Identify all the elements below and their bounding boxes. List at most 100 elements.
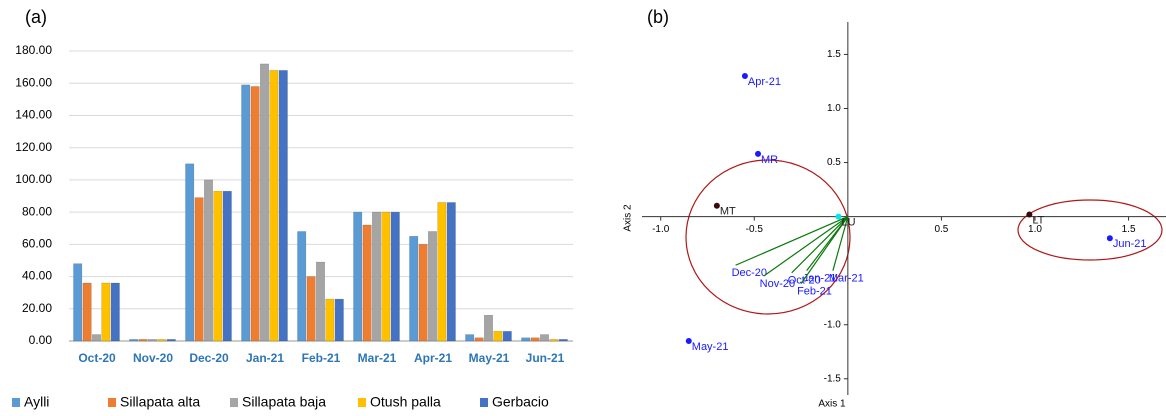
legend-label: Gerbacio [492,394,549,410]
vector-label: Oct-20 [788,275,821,287]
x-tick-label: Oct-20 [78,351,116,365]
vector-label: Nov-20 [760,278,795,290]
point [713,202,720,209]
legend-swatch [480,398,488,407]
bar [157,339,167,342]
y-tick-label: 80.00 [22,204,52,218]
x-tick-label: Jan-21 [246,351,284,365]
vector [763,216,849,277]
bar [334,298,344,342]
bar [278,70,288,342]
x-tick-label: Feb-21 [302,351,341,365]
point-label: LU [842,217,856,229]
bar [428,231,437,342]
bar [549,339,559,342]
bar [390,211,400,342]
panel-label: (a) [25,7,47,27]
point [685,337,692,344]
bar [241,84,251,342]
x-tick-label: 0.5 [934,224,948,235]
bar [521,337,531,342]
y-tick-label: 160.00 [15,75,52,89]
y-tick-label: 40.00 [22,269,52,283]
panel-label: (b) [647,7,669,27]
vector-label: Mar-21 [829,273,864,285]
y-tick-label: 100.00 [15,172,52,186]
point-label: May-21 [692,341,729,353]
point [835,213,842,220]
legend-label: Aylli [24,394,49,410]
legend-swatch [358,398,366,407]
y-tick-label: 0.5 [827,157,841,168]
vector [800,216,849,284]
bar [148,339,157,342]
legend-label: Sillapata alta [120,394,200,410]
bar [204,179,213,342]
bar [250,86,260,342]
y-tick-label: 180.00 [15,43,52,57]
bar [129,339,139,342]
x-tick-label: Nov-20 [133,351,173,365]
bar [73,263,83,342]
bar [325,298,335,342]
bar [540,334,549,342]
bar [306,276,316,342]
cluster-ellipse [1017,199,1163,261]
bar [409,236,419,342]
x-tick-label: 1.0 [1028,224,1042,235]
x-axis-label: Axis 1 [818,399,846,410]
point-label: Jun-21 [1113,238,1147,250]
bar [493,331,503,342]
y-tick-label: 1.0 [827,103,841,114]
x-tick-label: Dec-20 [189,351,229,365]
point-label: MT [720,206,736,218]
bar [194,197,204,342]
bar [353,211,363,342]
bar [465,334,475,342]
x-tick-label: 1.5 [1122,224,1136,235]
bar [474,337,484,342]
vector-label: Jan-21 [803,273,837,285]
bar [418,244,428,342]
bar [213,190,223,342]
vector-label: Dec-20 [732,267,767,279]
bar [222,190,232,342]
cluster-ellipse [685,159,851,315]
bar [446,202,456,342]
vector [735,216,849,266]
x-tick-label: Jun-21 [526,351,565,365]
legend-swatch [12,398,20,407]
vector-label: Feb-21 [797,286,832,298]
bar [110,282,120,342]
x-tick-label: May-21 [469,351,510,365]
legend-swatch [108,398,116,407]
y-axis-label: Axis 2 [623,204,634,232]
bar [381,211,391,342]
x-tick-label: Mar-21 [358,351,397,365]
point-label: MR [761,154,778,166]
y-tick-label: -1.5 [824,373,842,384]
y-tick-label: 20.00 [22,301,52,315]
bar [372,211,381,342]
bar [138,339,148,342]
point [1026,211,1033,218]
point-label: Apr-21 [748,76,781,88]
y-tick-label: 60.00 [22,237,52,251]
bar [101,282,111,342]
bar [260,63,269,342]
point [1106,235,1113,242]
y-tick-label: 0.00 [29,333,53,347]
x-tick-label: -0.5 [746,224,764,235]
bar [558,339,568,342]
x-tick-label: Apr-21 [414,351,452,365]
bar [502,331,512,342]
bar [297,231,307,342]
bar [82,282,92,342]
point-label: LT [1032,214,1044,226]
bar [362,224,372,342]
x-tick-label: -1.0 [652,224,670,235]
vector [791,216,849,274]
bar [316,261,325,342]
